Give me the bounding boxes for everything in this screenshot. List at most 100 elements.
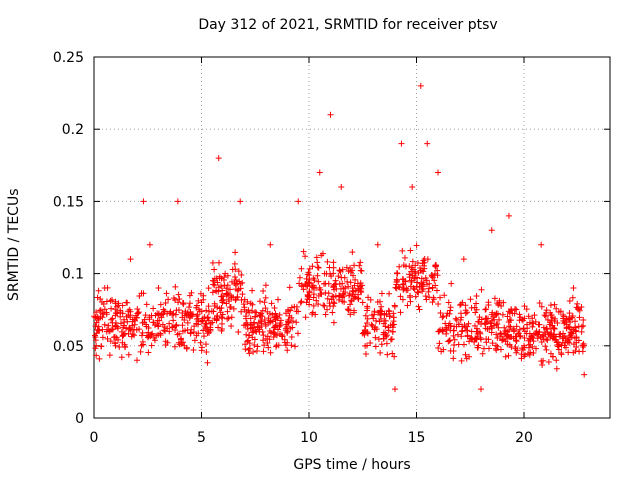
data-point <box>330 293 337 300</box>
data-point <box>232 281 239 288</box>
data-point <box>152 312 159 319</box>
data-point <box>148 342 155 349</box>
y-tick-label: 0.05 <box>53 339 84 355</box>
data-point <box>228 322 235 329</box>
data-point <box>464 323 471 330</box>
data-point <box>108 316 115 323</box>
data-point <box>213 288 220 295</box>
data-point <box>163 290 170 297</box>
data-point <box>172 327 179 334</box>
data-point <box>208 308 215 315</box>
data-point <box>509 310 516 317</box>
data-point <box>425 288 432 295</box>
data-point <box>415 289 422 296</box>
data-point <box>104 284 111 291</box>
data-point <box>550 353 557 360</box>
data-point <box>578 328 585 335</box>
data-point <box>429 274 436 281</box>
data-point <box>169 323 176 330</box>
data-point <box>309 263 316 270</box>
data-point <box>468 304 475 311</box>
data-point <box>337 268 344 275</box>
data-point <box>170 317 177 324</box>
data-point <box>215 324 222 331</box>
data-point <box>387 336 394 343</box>
data-point <box>574 300 581 307</box>
data-point <box>443 324 450 331</box>
data-point <box>404 287 411 294</box>
data-point <box>97 307 104 314</box>
data-point <box>547 319 554 326</box>
data-point <box>324 295 331 302</box>
data-point <box>219 315 226 322</box>
data-point <box>276 311 283 318</box>
data-point <box>181 327 188 334</box>
data-point <box>214 279 221 286</box>
data-point <box>390 310 397 317</box>
data-point <box>446 337 453 344</box>
data-point <box>447 307 454 314</box>
data-point <box>129 316 136 323</box>
data-point <box>415 303 422 310</box>
data-point <box>330 303 337 310</box>
data-point <box>211 266 218 273</box>
data-point <box>544 326 551 333</box>
data-point <box>223 290 230 297</box>
data-point <box>383 340 390 347</box>
data-point <box>352 276 359 283</box>
data-point <box>399 281 406 288</box>
data-point <box>483 339 490 346</box>
data-point <box>93 319 100 326</box>
data-point <box>566 310 573 317</box>
data-point <box>101 306 108 313</box>
data-point <box>167 308 174 315</box>
data-point <box>299 283 306 290</box>
data-point <box>134 305 141 312</box>
data-point <box>399 247 406 254</box>
data-point <box>565 349 572 356</box>
data-point <box>512 344 519 351</box>
data-point <box>550 325 557 332</box>
data-point <box>428 271 435 278</box>
data-point <box>217 309 224 316</box>
data-point <box>250 320 257 327</box>
data-point <box>304 283 311 290</box>
data-point <box>364 305 371 312</box>
data-point <box>557 331 564 338</box>
data-point <box>266 336 273 343</box>
data-point <box>501 324 508 331</box>
data-point <box>298 265 305 272</box>
data-point <box>352 287 359 294</box>
data-point <box>219 287 226 294</box>
data-point <box>277 319 284 326</box>
data-point <box>580 317 587 324</box>
data-point <box>331 281 338 288</box>
data-point <box>498 303 505 310</box>
data-point <box>125 312 132 319</box>
x-tick-label: 15 <box>408 430 426 446</box>
data-point <box>431 270 438 277</box>
data-point <box>270 333 277 340</box>
data-point <box>521 328 528 335</box>
data-point <box>407 247 414 254</box>
data-point <box>458 314 465 321</box>
data-point <box>197 290 204 297</box>
data-point <box>541 312 548 319</box>
data-point <box>477 330 484 337</box>
data-point <box>424 256 431 263</box>
data-point <box>572 328 579 335</box>
data-point <box>413 242 420 249</box>
data-point <box>398 140 405 147</box>
data-point <box>231 260 238 267</box>
data-point <box>142 312 149 319</box>
data-point <box>135 309 142 316</box>
data-point <box>104 326 111 333</box>
data-point <box>455 321 462 328</box>
data-point <box>173 321 180 328</box>
data-point <box>462 302 469 309</box>
data-point <box>420 279 427 286</box>
data-point <box>306 289 313 296</box>
data-point <box>200 333 207 340</box>
data-point <box>115 336 122 343</box>
data-point <box>339 294 346 301</box>
